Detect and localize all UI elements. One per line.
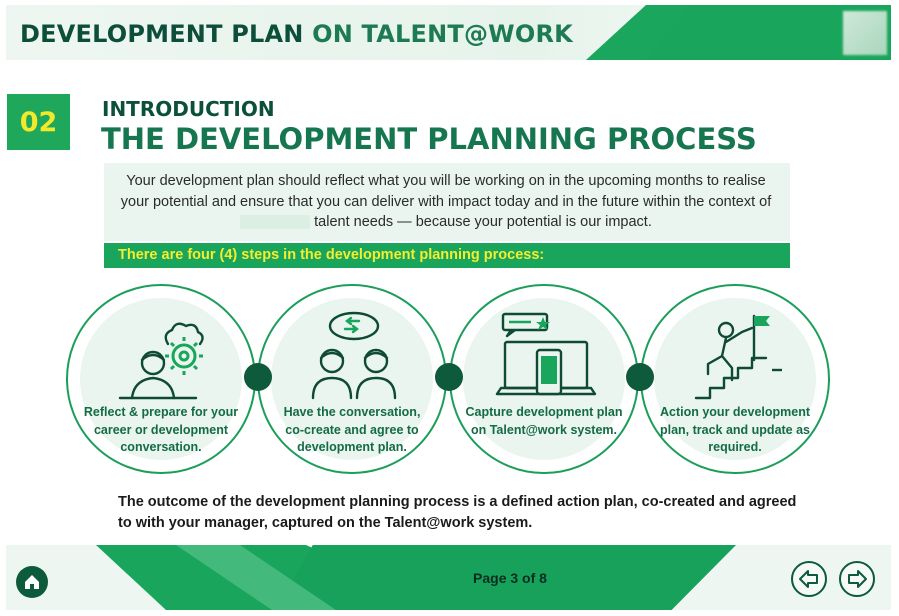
- step-label: Have the conversation, co-create and agr…: [283, 405, 421, 454]
- intro-text: Your development plan should reflect wha…: [120, 173, 772, 210]
- arrow-left-icon: [799, 570, 818, 588]
- intro-text-end: talent needs — because your potential is…: [314, 214, 652, 230]
- step-card-1: Reflect & prepare for your career or dev…: [66, 284, 256, 474]
- step-card-3: Capture development plan on Talent@work …: [449, 284, 639, 474]
- redacted-company-name: [240, 215, 311, 230]
- climb-stairs-flag-icon: [694, 314, 782, 400]
- outcome-statement: The outcome of the development planning …: [118, 494, 797, 531]
- step-label: Reflect & prepare for your career or dev…: [83, 405, 239, 454]
- next-page-button[interactable]: [839, 561, 875, 597]
- company-logo: [843, 11, 887, 55]
- step-card-background: [271, 298, 433, 460]
- step-connector-dot: [244, 363, 272, 391]
- laptop-phone-icon: [495, 312, 597, 396]
- page-indicator: Page 3 of 8: [473, 570, 547, 586]
- home-icon: [25, 575, 39, 589]
- step-connector-dot: [626, 363, 654, 391]
- step-label: Capture development plan on Talent@work …: [465, 405, 623, 437]
- intro-paragraph: Your development plan should reflect wha…: [104, 163, 790, 233]
- course-title-part1: DEVELOPMENT PLAN: [20, 20, 313, 48]
- person-gear-icon: [118, 322, 204, 400]
- page-title: THE DEVELOPMENT PLANNING PROCESS: [101, 122, 757, 156]
- intro-panel: Your development plan should reflect wha…: [104, 163, 790, 241]
- step-card-4: Action your development plan, track and …: [640, 284, 830, 474]
- section-number-badge: 02: [7, 94, 70, 150]
- course-title-part2: ON TALENT@WORK: [312, 20, 573, 48]
- steps-heading: There are four (4) steps in the developm…: [104, 243, 790, 268]
- step-connector-dot: [435, 363, 463, 391]
- header-banner: DEVELOPMENT PLAN ON TALENT@WORK: [6, 5, 891, 60]
- home-button[interactable]: [16, 566, 48, 598]
- course-title: DEVELOPMENT PLAN ON TALENT@WORK: [20, 20, 573, 48]
- section-subtitle: INTRODUCTION: [102, 97, 275, 121]
- footer-bar: [6, 545, 891, 610]
- step-card-2: Have the conversation, co-create and agr…: [257, 284, 447, 474]
- arrow-right-icon: [848, 570, 867, 588]
- previous-page-button[interactable]: [791, 561, 827, 597]
- footer-decoration: [276, 545, 736, 610]
- conversation-icon: [311, 311, 397, 400]
- step-label: Action your development plan, track and …: [659, 405, 811, 454]
